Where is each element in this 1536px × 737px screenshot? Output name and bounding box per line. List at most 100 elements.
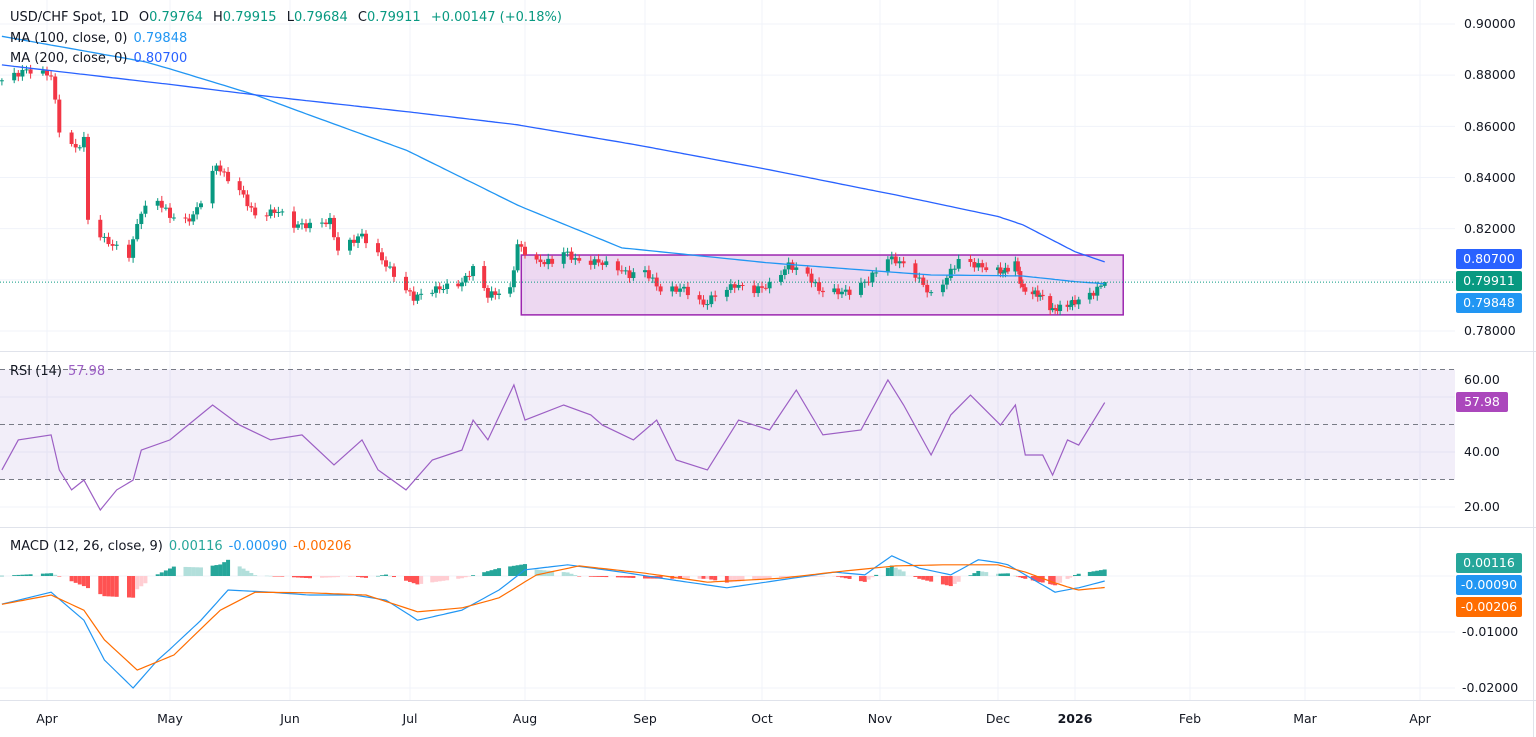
candle [519, 244, 524, 247]
candle [917, 277, 922, 279]
candle [1070, 299, 1075, 306]
macd-histogram-bar [998, 573, 1003, 576]
macd-histogram-bar [763, 576, 768, 580]
signal-line [1, 564, 1105, 671]
time-axis-label: Jul [402, 711, 418, 726]
macd-histogram-bar [809, 576, 814, 577]
macd-legend[interactable]: MACD (12, 26, close, 9) 0.00116 -0.00090 -0… [10, 537, 358, 556]
rsi-pane [0, 369, 1455, 512]
macd-histogram-bar [1050, 576, 1055, 585]
macd-histogram-bar [127, 576, 131, 598]
ma100-line [1, 35, 1105, 285]
candle [813, 282, 818, 284]
macd-histogram-bar [646, 576, 651, 579]
candle [790, 262, 795, 270]
macd-histogram-bar [874, 574, 879, 576]
candle [980, 263, 985, 268]
candle [921, 277, 926, 285]
macd-histogram-bar [627, 576, 632, 578]
candle [569, 251, 574, 260]
macd-histogram-bar [1030, 576, 1035, 581]
macd-histogram-bar [214, 565, 219, 576]
candle [320, 222, 324, 224]
candle [654, 277, 659, 287]
candle [24, 69, 29, 71]
macd-hist-tag: 0.00116 [1456, 553, 1522, 573]
macd-histogram-bar [862, 576, 867, 582]
candle [384, 260, 388, 267]
candle [623, 270, 628, 272]
macd-histogram-bar [482, 572, 487, 576]
macd-histogram-bar [1003, 573, 1008, 576]
candle [388, 266, 392, 268]
macd-histogram-bar [786, 576, 791, 578]
candle [463, 275, 468, 283]
candle [767, 281, 772, 289]
candle [81, 136, 86, 148]
macd-histogram-bar [77, 576, 82, 585]
macd-histogram-bar [430, 576, 435, 583]
candle [110, 244, 115, 246]
candle [308, 222, 312, 229]
candle [106, 236, 111, 245]
candle [408, 290, 412, 292]
candle [511, 270, 516, 288]
candle [348, 239, 352, 251]
candle [538, 259, 543, 263]
candle [658, 286, 663, 292]
macd-histogram-bar [360, 576, 364, 578]
candle [191, 214, 196, 222]
candle [523, 246, 527, 255]
macd-histogram-bar [836, 576, 841, 577]
macd-hist-value: 0.00116 [168, 539, 223, 554]
time-axis-label: May [157, 711, 183, 726]
macd-histogram-bar [600, 576, 605, 577]
ma100-legend[interactable]: MA (100, close, 0) 0.79848 [10, 29, 193, 48]
macd-histogram-bar [300, 576, 304, 578]
candle [1076, 299, 1081, 305]
candle [1053, 308, 1058, 310]
candle [732, 284, 737, 288]
candle [1000, 272, 1005, 274]
macd-histogram-bar [682, 576, 686, 579]
macd-histogram-bar [1055, 576, 1060, 585]
macd-histogram-bar [237, 566, 242, 576]
candle [760, 286, 764, 288]
candle [929, 292, 934, 294]
candle [471, 266, 476, 277]
candle [304, 223, 308, 229]
ma200-legend[interactable]: MA (200, close, 0) 0.80700 [10, 49, 193, 68]
macd-histogram-bar [268, 575, 273, 577]
macd-histogram-bar [813, 576, 818, 577]
candle [1030, 291, 1035, 295]
candle [782, 269, 787, 275]
candle [839, 291, 844, 295]
candle [1087, 292, 1092, 300]
candle [925, 284, 930, 293]
candle [756, 286, 761, 294]
candle [456, 283, 461, 287]
candle [272, 209, 277, 213]
rsi-legend[interactable]: RSI (14) 57.98 [10, 362, 111, 381]
candle [817, 282, 822, 291]
ma200-value: 0.80700 [133, 51, 188, 66]
candle [214, 165, 219, 171]
macd-histogram-bar [408, 576, 412, 582]
macd-histogram-bar [388, 575, 392, 577]
macd-histogram-bar [73, 576, 78, 583]
macd-histogram-bar [565, 572, 570, 576]
macd-histogram-bar [253, 575, 258, 576]
macd-histogram-bar [12, 575, 17, 576]
candle [493, 291, 498, 295]
time-axis-label: Nov [867, 711, 893, 726]
macd-histogram-bar [28, 574, 33, 576]
candle [650, 277, 655, 279]
macd-histogram-bar [241, 568, 246, 576]
macd-histogram-bar [356, 576, 360, 577]
candle [752, 285, 757, 294]
candle [419, 293, 424, 295]
macd-histogram-bar [511, 565, 516, 576]
candle [49, 75, 54, 77]
candle [187, 218, 192, 222]
